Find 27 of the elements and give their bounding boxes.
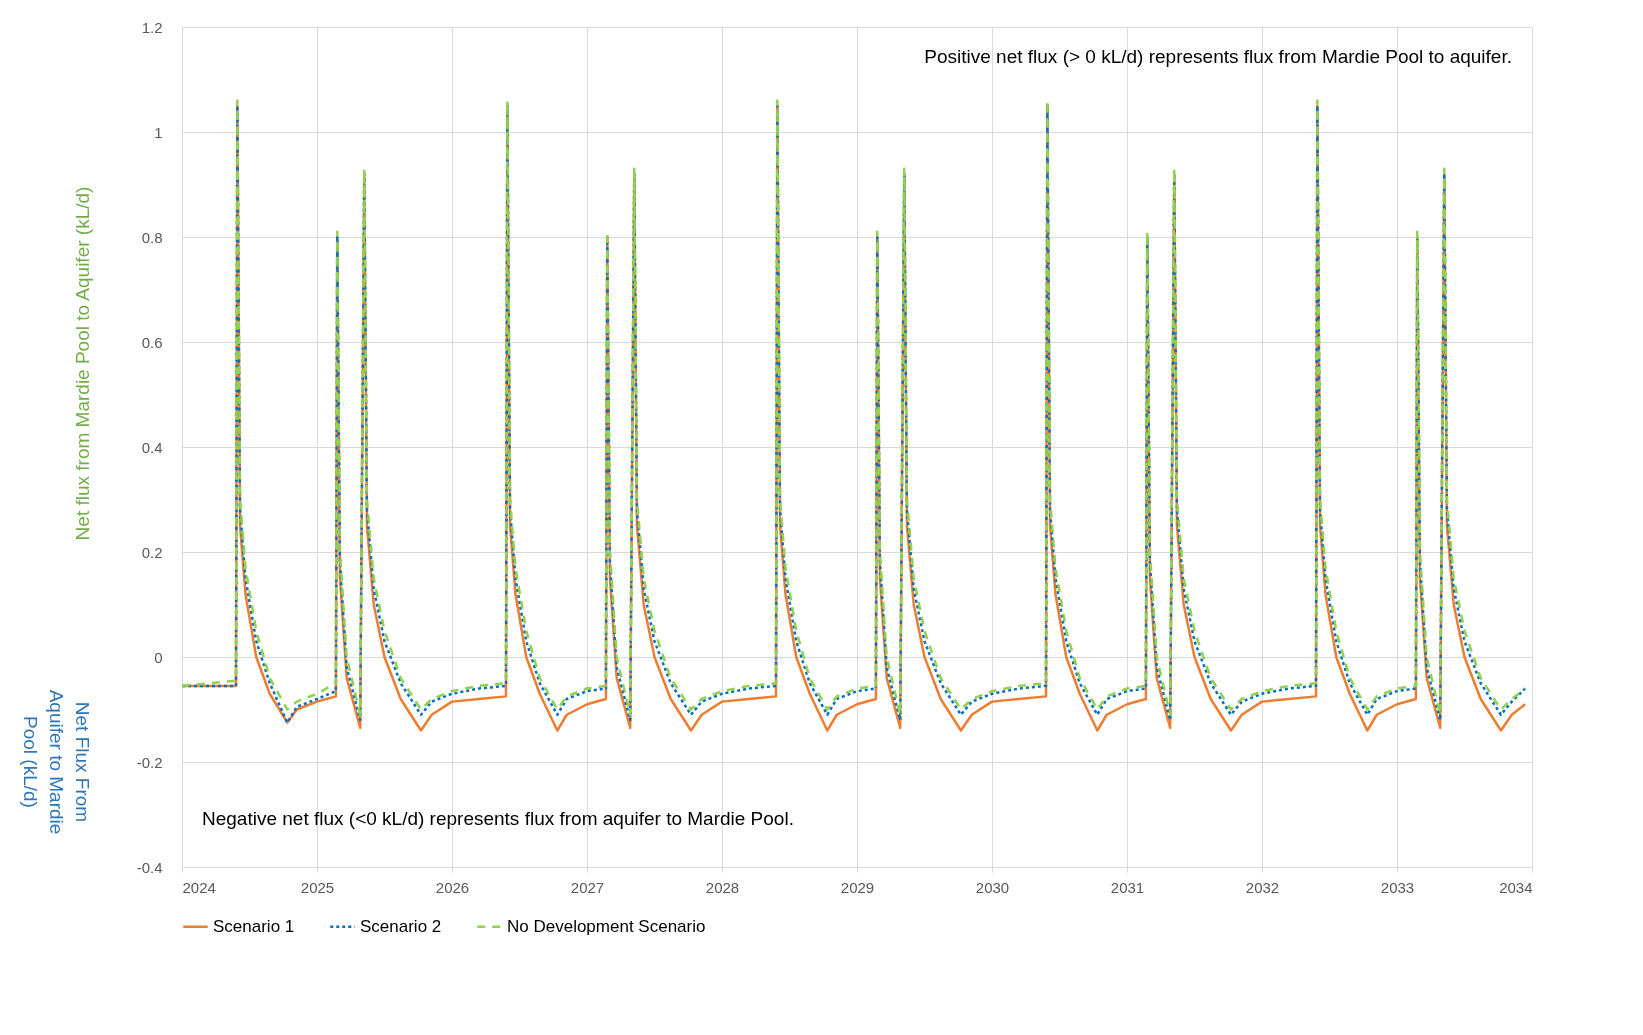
x-tick-label: 2034 xyxy=(1499,878,1533,896)
y-tick-label: 0.2 xyxy=(141,543,163,561)
text: Net Flux From Aquifer to Mardie Pool (kL/d) xyxy=(20,689,93,835)
x-tick-label: 2029 xyxy=(840,878,875,896)
x-tick-label: 2026 xyxy=(435,878,470,896)
y-tick-label: -0.2 xyxy=(136,753,163,771)
legend-label: Scenario 1 xyxy=(213,916,295,936)
x-tick-label: 2032 xyxy=(1245,878,1280,896)
y-tick-label: 0.6 xyxy=(141,333,163,351)
y-tick-label: 0 xyxy=(154,648,163,666)
x-tick-label: 2025 xyxy=(300,878,335,896)
x-tick-label: 2031 xyxy=(1110,878,1145,896)
x-tick-label: 2024 xyxy=(182,878,216,896)
x-tick-label: 2028 xyxy=(705,878,740,896)
y-tick-label: 0.4 xyxy=(141,438,163,456)
y-tick-label: 0.8 xyxy=(141,228,163,246)
y-axis-title: Net flux from Mardie Pool to Aquifer (kL/d) xyxy=(71,186,93,541)
x-tick-label: 2027 xyxy=(570,878,605,896)
x-tick-label: 2030 xyxy=(975,878,1010,896)
annotation: Positive net flux (> 0 kL/d) represents flux from Mardie Pool to aquifer. xyxy=(924,46,1512,67)
legend-label: Scenario 2 xyxy=(360,916,442,936)
y-tick-label: 1.2 xyxy=(141,18,163,36)
legend-label: No Development Scenario xyxy=(507,916,706,936)
x-tick-label: 2033 xyxy=(1380,878,1415,896)
y-tick-label: 1 xyxy=(154,123,163,141)
annotation: Negative net flux (<0 kL/d) represents flux from aquifer to Mardie Pool. xyxy=(202,808,794,829)
y-tick-label: -0.4 xyxy=(136,858,163,876)
